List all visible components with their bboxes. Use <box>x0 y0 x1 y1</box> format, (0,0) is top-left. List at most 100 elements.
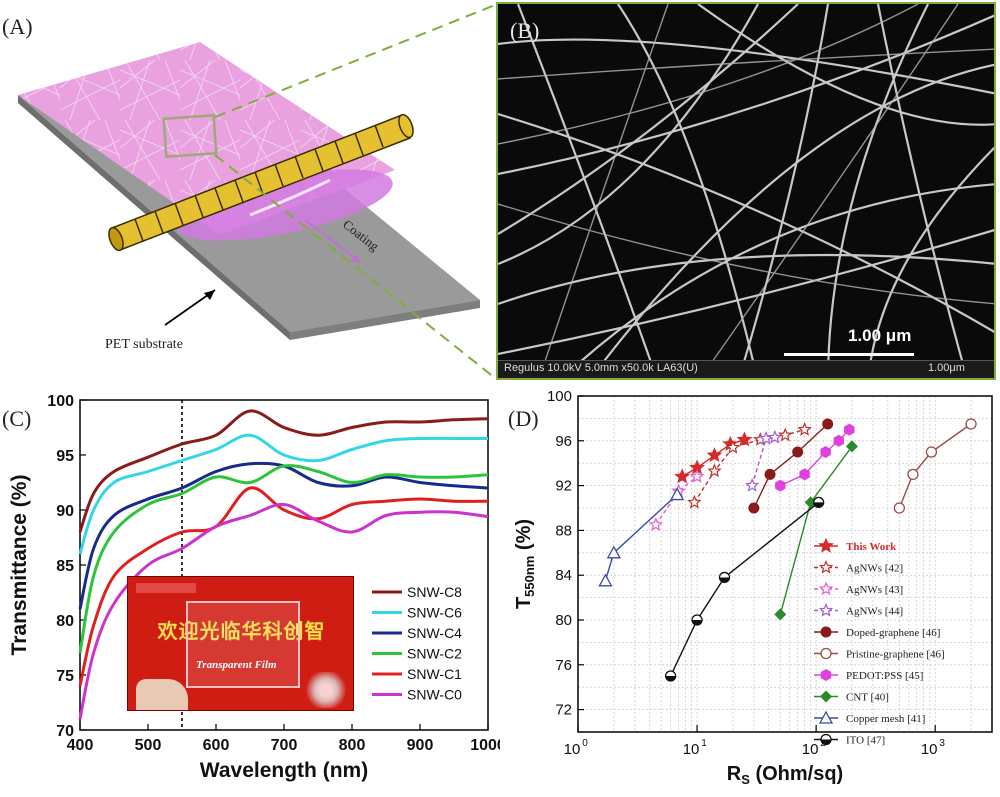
series-line-snw-c1 <box>78 486 489 687</box>
series-line <box>655 476 698 526</box>
legend-label: Copper mesh [41] <box>846 713 925 725</box>
inset-film-label: Transparent Film <box>196 659 277 671</box>
inset-banner-text: 欢迎光临华科创智 <box>157 619 326 643</box>
coating-arrow <box>304 219 361 263</box>
series-line <box>604 494 678 582</box>
ink-puddle <box>177 169 393 241</box>
series-line-snw-c6 <box>78 433 488 555</box>
legend-label: CNT [40] <box>846 692 889 704</box>
data-point <box>799 468 810 481</box>
series-line <box>753 423 829 509</box>
data-point <box>925 446 938 458</box>
coating-schematic: Coating PET substrate <box>18 4 496 379</box>
transmittance-chart: 400 500 600 700 800 900 1000 70 75 80 85 90 95 100 Wav… <box>8 393 506 782</box>
data-point <box>833 434 844 447</box>
data-point <box>778 427 793 442</box>
sem-footer-bar <box>498 360 994 378</box>
y-tick-label: 100 <box>547 388 572 405</box>
panel-c: (C) 400 500 600 700 800 900 1000 70 75 80 85 90 95 10… <box>0 388 506 792</box>
series-6 <box>775 423 855 492</box>
data-point <box>764 468 776 480</box>
y-tick-label: 100 <box>47 393 74 410</box>
y-tick-label: 80 <box>555 612 572 629</box>
data-point <box>845 440 858 453</box>
data-point <box>820 690 832 703</box>
data-point <box>744 478 760 492</box>
panel-b-label: (B) <box>510 18 540 43</box>
coating-rod <box>108 113 414 252</box>
legend-label: AgNWs [44] <box>846 606 903 618</box>
data-point <box>774 608 787 621</box>
data-point <box>820 647 832 660</box>
data-point <box>818 602 834 617</box>
inset-photo: 欢迎光临华科创智 Transparent Film <box>127 576 354 711</box>
y-tick-label: 85 <box>56 558 74 575</box>
x-tick-exponent: 3 <box>939 738 945 749</box>
sem-footer-left: Regulus 10.0kV 5.0mm x50.0k LA63(U) <box>504 362 698 374</box>
legend-label: SNW-C1 <box>407 666 462 682</box>
sem-image <box>498 4 994 378</box>
series-1 <box>687 422 812 509</box>
series-line-snw-c8 <box>78 409 489 533</box>
data-point-fill <box>813 502 824 508</box>
data-point <box>818 537 834 553</box>
y-tick-label: 72 <box>555 702 572 719</box>
x-tick-label: 1000 <box>470 737 500 754</box>
data-point <box>775 479 786 492</box>
x-tick-label: 900 <box>407 737 434 754</box>
x-axis-label: RS (Ohm/sq) <box>727 763 843 787</box>
series-line <box>669 501 820 677</box>
data-point <box>804 496 817 509</box>
panel-c-label: (C) <box>2 406 32 431</box>
data-point <box>907 468 919 481</box>
data-point-fill <box>719 577 730 583</box>
plot-frame <box>577 395 993 733</box>
x-tick-label: 500 <box>135 737 162 754</box>
x-tick-label: 700 <box>271 737 298 754</box>
y-tick-label: 96 <box>555 433 572 450</box>
data-point <box>706 447 723 463</box>
legend-label: SNW-C4 <box>407 625 462 641</box>
data-point <box>674 468 691 484</box>
x-tick-label: 10 <box>921 741 938 758</box>
data-point-fill <box>665 676 676 681</box>
legend-label: PEDOT:PSS [45] <box>846 670 923 682</box>
panel-b: (B) 1.00 μm Regulus 10.0kV 5.0mm x50.0k … <box>496 2 996 380</box>
legend-label: AgNWs [42] <box>846 563 903 575</box>
panel-d-label: (D) <box>508 406 539 431</box>
data-point <box>689 469 705 483</box>
inset-decor <box>303 672 349 708</box>
series-line-snw-c0 <box>78 502 489 720</box>
legend-label: This Work <box>846 541 897 553</box>
series-5 <box>893 418 977 514</box>
x-tick-label: 400 <box>67 737 94 754</box>
data-point <box>820 669 832 681</box>
data-point <box>648 517 664 531</box>
data-point <box>893 502 906 514</box>
legend-label: SNW-C0 <box>407 687 462 703</box>
data-point <box>818 581 834 596</box>
data-point <box>707 463 722 478</box>
scale-bar-label: 1.00 μm <box>848 326 912 345</box>
y-tick-label: 84 <box>555 567 572 584</box>
series-line <box>898 423 972 509</box>
data-point-fill <box>821 739 831 745</box>
inset-logo-strip <box>136 583 196 593</box>
y-tick-label: 95 <box>56 448 74 465</box>
rs-transmittance-chart: 10010110210372768084889296100RS (Ohm/sq)… <box>513 388 993 787</box>
data-point <box>748 502 760 514</box>
x-axis-label: Wavelength (nm) <box>200 759 368 782</box>
x-tick-label: 10 <box>683 741 700 758</box>
substrate-arrow <box>164 289 216 326</box>
panel-a-label: (A) <box>2 14 33 39</box>
legend-label: SNW-C8 <box>407 584 462 600</box>
y-axis-label: Transmittance (%) <box>8 475 31 656</box>
sem-footer-right: 1.00μm <box>928 362 965 374</box>
data-point <box>725 439 741 454</box>
x-tick-label: 10 <box>802 741 819 758</box>
data-point <box>767 429 782 444</box>
data-point <box>818 559 834 574</box>
y-tick-label: 76 <box>555 657 572 674</box>
legend-label: SNW-C6 <box>407 605 462 621</box>
data-point <box>598 573 613 587</box>
